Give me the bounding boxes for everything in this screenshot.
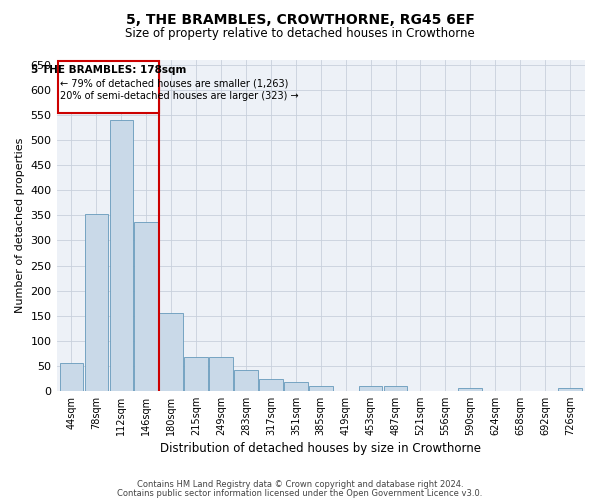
Bar [284,382,308,391]
Bar [309,386,332,391]
Text: Contains public sector information licensed under the Open Government Licence v3: Contains public sector information licen… [118,488,482,498]
Text: 5 THE BRAMBLES: 178sqm: 5 THE BRAMBLES: 178sqm [31,65,186,75]
Bar [134,222,158,391]
Bar [458,388,482,391]
Text: Contains HM Land Registry data © Crown copyright and database right 2024.: Contains HM Land Registry data © Crown c… [137,480,463,489]
Bar [85,214,108,391]
Bar [184,356,208,391]
Bar [259,379,283,391]
Bar [234,370,258,391]
Bar [110,120,133,391]
Bar [209,356,233,391]
Text: 20% of semi-detached houses are larger (323) →: 20% of semi-detached houses are larger (… [60,91,299,101]
FancyBboxPatch shape [58,61,159,112]
Y-axis label: Number of detached properties: Number of detached properties [15,138,25,313]
Bar [59,364,83,391]
Text: Size of property relative to detached houses in Crowthorne: Size of property relative to detached ho… [125,28,475,40]
Bar [384,386,407,391]
X-axis label: Distribution of detached houses by size in Crowthorne: Distribution of detached houses by size … [160,442,481,455]
Text: ← 79% of detached houses are smaller (1,263): ← 79% of detached houses are smaller (1,… [60,78,289,88]
Bar [558,388,582,391]
Bar [160,313,183,391]
Text: 5, THE BRAMBLES, CROWTHORNE, RG45 6EF: 5, THE BRAMBLES, CROWTHORNE, RG45 6EF [125,12,475,26]
Bar [359,386,382,391]
